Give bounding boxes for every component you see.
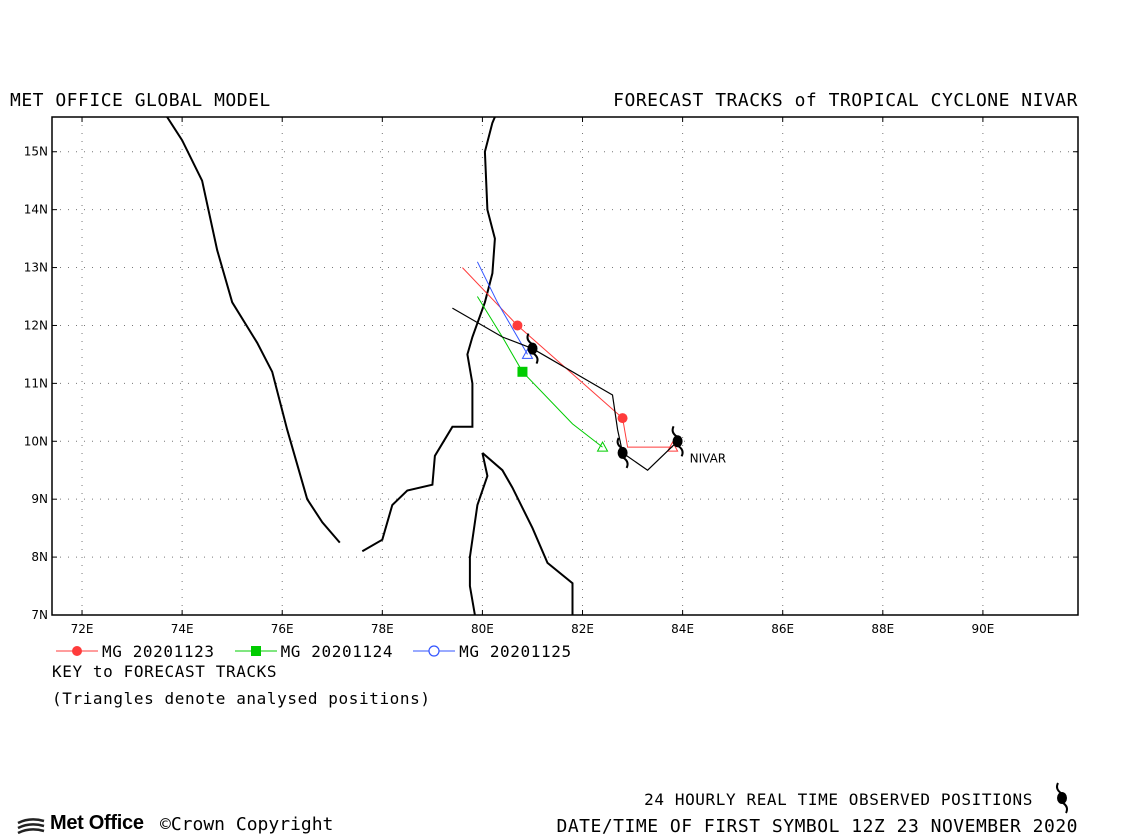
coastline-segment — [361, 117, 496, 553]
forecast-track-line — [476, 261, 528, 355]
forecast-track-line — [476, 296, 603, 448]
analysed-position-triangle — [521, 348, 534, 359]
legend: MG 20201123 MG 20201124 MG 20201125 — [52, 640, 588, 662]
copyright-notice: ©Crown Copyright — [160, 814, 334, 835]
lon-tick-label: 88E — [871, 622, 894, 636]
legend-label: MG 20201123 — [102, 641, 215, 661]
met-office-logo-icon — [17, 817, 45, 834]
model-title: MET OFFICE GLOBAL MODEL — [10, 90, 271, 111]
lon-tick-label: 90E — [971, 622, 994, 636]
cyclone-symbol-icon — [1056, 782, 1068, 814]
cyclone-symbol — [671, 425, 684, 458]
legend-label: MG 20201125 — [459, 641, 572, 661]
grid-lines — [52, 117, 1078, 616]
legend-item-mg-20201124: MG 20201124 — [231, 641, 394, 661]
legend-note: (Triangles denote analysed positions) — [52, 689, 431, 708]
storm-name-label: NIVAR — [690, 451, 727, 465]
legend-marker-green-square-icon — [234, 646, 277, 656]
plot-frame — [51, 116, 1079, 616]
lat-tick-label: 8N — [31, 550, 48, 564]
lat-tick-label: 9N — [31, 492, 48, 506]
map-title: FORECAST TRACKS of TROPICAL CYCLONE NIVA… — [613, 90, 1078, 111]
analysed-position-triangle — [596, 441, 609, 452]
lat-tick-label: 15N — [24, 145, 48, 159]
track-map: 72E 74E 76E 78E 80E 82E 84E 86E 88E 90E 7N 8N 9N 10N 1… — [24, 116, 1079, 636]
lon-tick-label: 74E — [171, 622, 194, 636]
legend-marker-blue-circle-icon — [413, 645, 456, 657]
axis-tick-labels: 72E 74E 76E 78E 80E 82E 84E 86E 88E 90E 7N 8N 9N 10N 1… — [24, 117, 1078, 636]
logo-text: Met Office — [50, 812, 144, 834]
met-office-logo: Met Office — [16, 812, 144, 835]
lat-tick-label: 14N — [24, 203, 48, 217]
lon-tick-label: 82E — [571, 622, 594, 636]
legend-label: MG 20201124 — [280, 641, 394, 661]
lon-tick-label: 72E — [71, 622, 94, 636]
lon-tick-label: 76E — [271, 622, 294, 636]
observed-track — [452, 307, 684, 471]
coastline-segment — [481, 452, 574, 615]
coastline-segment — [166, 117, 341, 544]
lon-tick-label: 80E — [471, 622, 494, 636]
lon-tick-label: 78E — [371, 622, 394, 636]
lat-tick-label: 12N — [24, 318, 48, 332]
legend-marker-red-circle-icon — [56, 646, 98, 656]
observed-positions-note: 24 HOURLY REAL TIME OBSERVED POSITIONS — [644, 790, 1033, 809]
lat-tick-label: 7N — [31, 608, 48, 622]
legend-item-mg-20201125: MG 20201125 — [409, 641, 572, 661]
legend-item-mg-20201123: MG 20201123 — [52, 641, 215, 661]
forecast-point — [617, 413, 628, 424]
lat-tick-label: 10N — [24, 434, 48, 448]
lat-tick-label: 11N — [24, 376, 48, 390]
legend-key-title: KEY to FORECAST TRACKS — [52, 662, 278, 681]
analysed-position-triangle — [666, 441, 679, 452]
lon-tick-label: 86E — [771, 622, 794, 636]
coastline — [166, 117, 574, 615]
lon-tick-label: 84E — [671, 622, 694, 636]
cyclone-symbol — [616, 436, 629, 469]
forecast-tracks — [462, 261, 679, 452]
first-symbol-datetime: DATE/TIME OF FIRST SYMBOL 12Z 23 NOVEMBE… — [556, 816, 1078, 837]
coastline-segment — [468, 452, 489, 615]
forecast-point — [517, 366, 528, 377]
forecast-point — [512, 320, 523, 331]
lat-tick-label: 13N — [24, 261, 48, 275]
observed-track-line — [452, 307, 679, 471]
